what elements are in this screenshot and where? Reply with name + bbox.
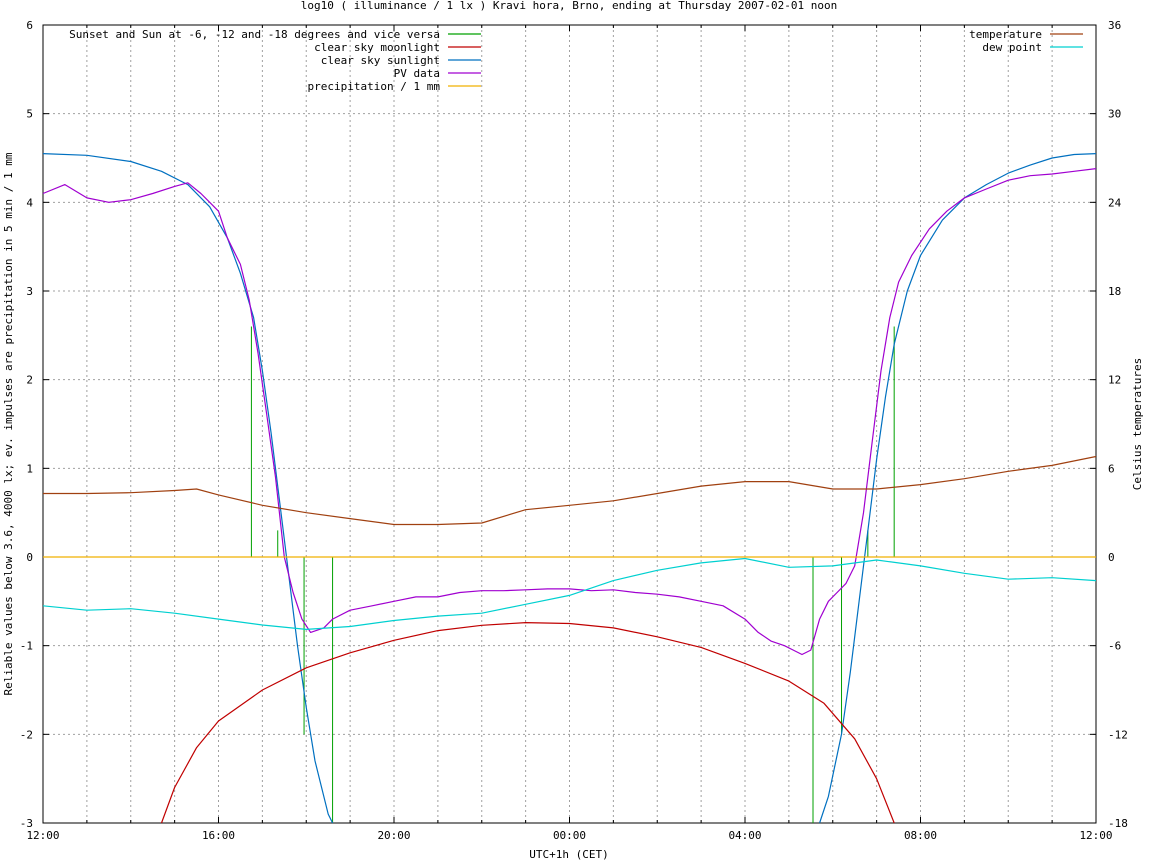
y-tick-label: 6 bbox=[26, 19, 33, 32]
y-tick-label: 3 bbox=[26, 285, 33, 298]
y2-tick-label: 24 bbox=[1108, 196, 1122, 209]
y-tick-label: -3 bbox=[20, 817, 33, 830]
legend-label: temperature bbox=[969, 28, 1042, 41]
x-tick-label: 12:00 bbox=[1079, 829, 1112, 842]
series-line-pv-data bbox=[42, 168, 1097, 656]
x-tick-label: 00:00 bbox=[553, 829, 586, 842]
legend-label: PV data bbox=[394, 67, 440, 80]
y2-tick-label: 6 bbox=[1108, 462, 1115, 475]
y2-tick-label: -6 bbox=[1108, 640, 1121, 653]
x-tick-label: 16:00 bbox=[202, 829, 235, 842]
series-line-clear-sky-sunlight bbox=[819, 153, 1097, 824]
x-tick-label: 08:00 bbox=[904, 829, 937, 842]
y2-tick-label: -18 bbox=[1108, 817, 1128, 830]
x-axis-label: UTC+1h (CET) bbox=[529, 848, 608, 861]
y-tick-label: 2 bbox=[26, 374, 33, 387]
legend-label: Sunset and Sun at -6, -12 and -18 degree… bbox=[69, 28, 440, 41]
axes: 12:00 16:00 20:00 00:00 04:00 08:00 12:00-3-2-… bbox=[20, 19, 1128, 842]
series-line-temperature bbox=[43, 455, 1097, 526]
series-line-clear-sky-sunlight bbox=[42, 153, 334, 824]
y2-tick-label: 12 bbox=[1108, 374, 1121, 387]
legend-label: clear sky moonlight bbox=[314, 41, 440, 54]
x-tick-label: 12:00 bbox=[26, 829, 59, 842]
grid bbox=[43, 25, 1096, 823]
y-tick-label: -2 bbox=[20, 728, 33, 741]
y-tick-label: 1 bbox=[26, 462, 33, 475]
y2-tick-label: 0 bbox=[1108, 551, 1115, 564]
legend-label: clear sky sunlight bbox=[321, 54, 440, 67]
y-tick-label: 5 bbox=[26, 108, 33, 121]
plot-frame bbox=[42, 24, 1097, 824]
legend-label: dew point bbox=[982, 41, 1042, 54]
x-tick-label: 04:00 bbox=[728, 829, 761, 842]
y2-tick-label: 36 bbox=[1108, 19, 1121, 32]
y-tick-label: -1 bbox=[20, 640, 33, 653]
x-tick-label: 20:00 bbox=[377, 829, 410, 842]
legend-label: precipitation / 1 mm bbox=[308, 80, 441, 93]
y-tick-label: 0 bbox=[26, 551, 33, 564]
y2-tick-label: -12 bbox=[1108, 728, 1128, 741]
chart-title: log10 ( illuminance / 1 lx ) Kravi hora,… bbox=[301, 0, 837, 12]
legend: Sunset and Sun at -6, -12 and -18 degree… bbox=[69, 28, 1083, 93]
y2-tick-label: 30 bbox=[1108, 108, 1121, 121]
series-line-dew-point bbox=[42, 557, 1097, 630]
y-axis-label: Reliable values below 3.6, 4000 lx; ev. … bbox=[2, 152, 15, 695]
y2-axis-label: Celsius temperatures bbox=[1131, 358, 1144, 490]
series-line-clear-sky-moonlight bbox=[160, 622, 895, 824]
y-tick-label: 4 bbox=[26, 196, 33, 209]
series bbox=[42, 153, 1097, 824]
y2-tick-label: 18 bbox=[1108, 285, 1121, 298]
